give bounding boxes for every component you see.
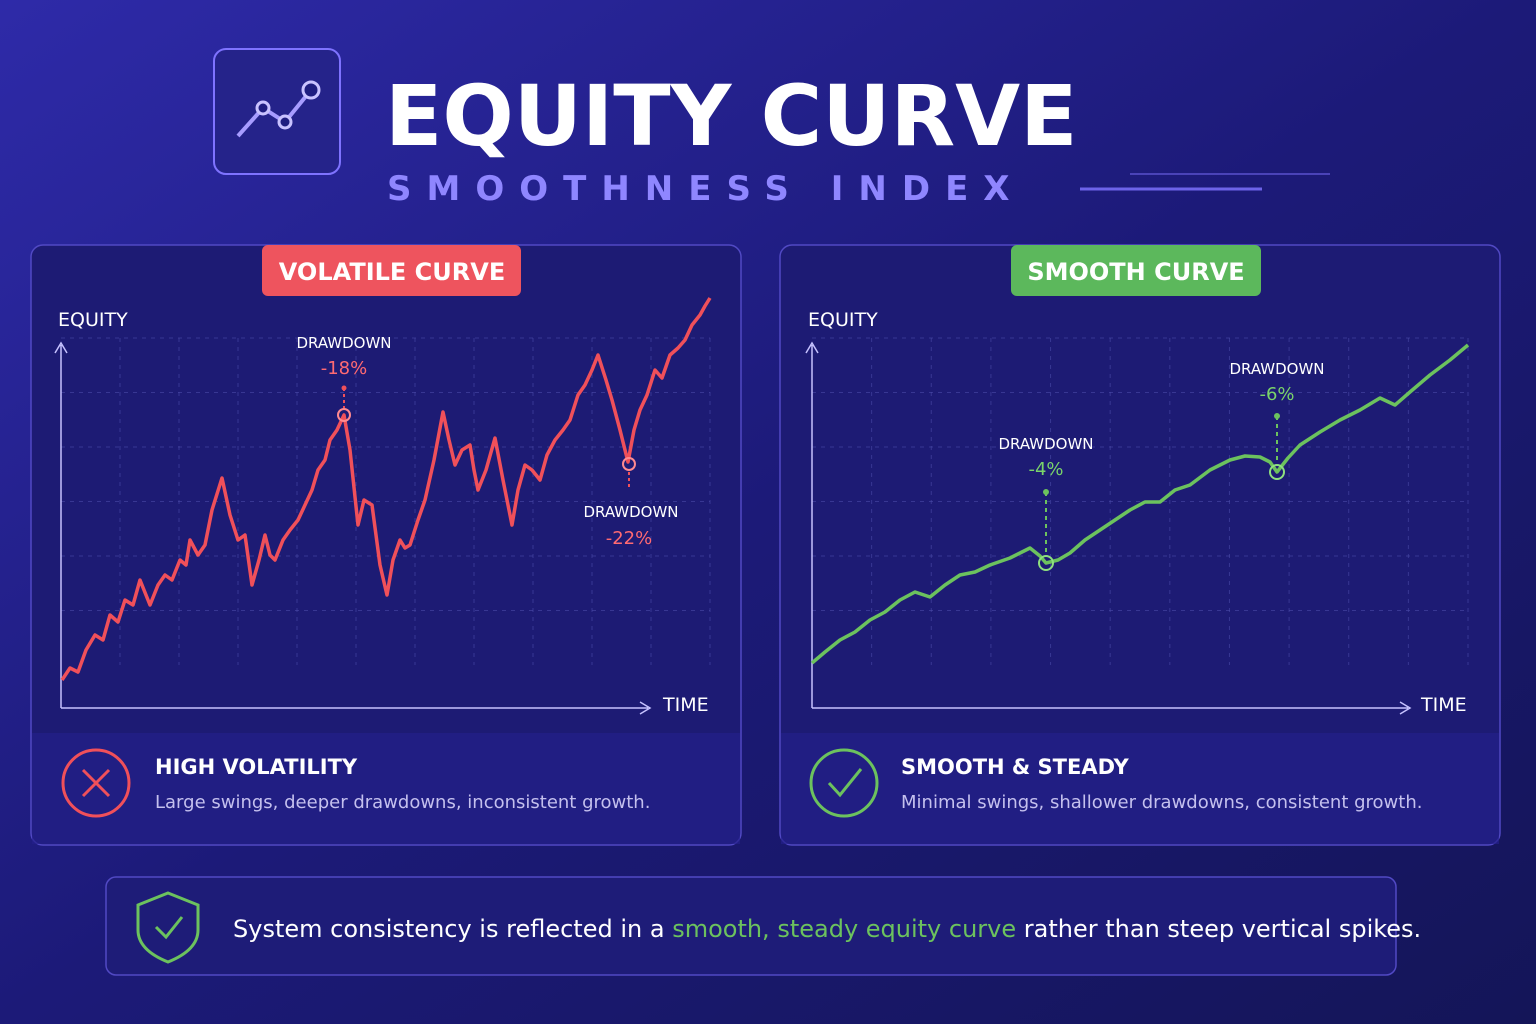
footer-text-before: System consistency is reflected in a [233, 915, 665, 943]
marker-dot [1043, 489, 1049, 495]
annotation-value: -22% [606, 528, 653, 549]
badge [1011, 245, 1261, 296]
equity-curve [810, 343, 1470, 665]
panel-description: Large swings, deeper drawdowns, inconsis… [155, 792, 650, 813]
footer-text-after: rather than steep vertical spikes. [1024, 915, 1421, 943]
x-axis-label: TIME [1420, 694, 1467, 716]
axes [54, 341, 652, 715]
marker-dot [341, 385, 347, 391]
panel-footer [32, 733, 740, 844]
title: EQUITY CURVE [385, 67, 1078, 165]
panel-volatile: VOLATILE CURVE EQUITY TIME DRAWDOWN -18%… [30, 244, 742, 846]
x-icon [61, 748, 131, 818]
annotation-label: DRAWDOWN [1229, 360, 1324, 378]
drawdown-marker [337, 408, 351, 422]
drawdown-marker [1269, 464, 1285, 480]
drawdown-marker [1038, 555, 1054, 571]
drawdown-marker [622, 457, 636, 471]
check-icon [809, 748, 879, 818]
check-icon-mark [827, 768, 863, 798]
panel-description: Minimal swings, shallower drawdowns, con… [901, 792, 1422, 813]
annotation-label: DRAWDOWN [998, 435, 1093, 453]
annotation-label: DRAWDOWN [296, 334, 391, 352]
logo-dots [255, 80, 321, 130]
footer-box [105, 876, 1397, 976]
annotation-value: -4% [1028, 459, 1063, 480]
grid [812, 337, 1469, 665]
axes [805, 341, 1412, 715]
logo-box [213, 48, 341, 175]
subtitle: SMOOTHNESS INDEX [387, 169, 1025, 209]
panel-heading: HIGH VOLATILITY [155, 755, 358, 779]
equity-curve [60, 297, 712, 681]
x-icon-mark [81, 768, 111, 798]
y-axis-label: EQUITY [58, 309, 128, 331]
shield-icon [136, 891, 200, 964]
marker-dot [1274, 413, 1280, 419]
annotation-value: -6% [1259, 384, 1294, 405]
logo-icon [236, 88, 313, 138]
x-axis-label: TIME [662, 694, 709, 716]
panel-smooth: SMOOTH CURVE EQUITY TIME DRAWDOWN -4% DR… [779, 244, 1501, 846]
badge-text: SMOOTH CURVE [1027, 258, 1244, 286]
annotation-label: DRAWDOWN [583, 503, 678, 521]
annotation-value: -18% [321, 358, 368, 379]
footer-highlight: smooth, steady equity curve [672, 915, 1016, 943]
badge [262, 245, 521, 296]
y-axis-label: EQUITY [808, 309, 878, 331]
footer-text: System consistency is reflected in a smo… [233, 915, 1421, 943]
grid [61, 337, 711, 665]
panel-footer [781, 733, 1499, 844]
panel-heading: SMOOTH & STEADY [901, 755, 1130, 779]
badge-text: VOLATILE CURVE [279, 258, 505, 286]
shield-check [154, 916, 184, 940]
